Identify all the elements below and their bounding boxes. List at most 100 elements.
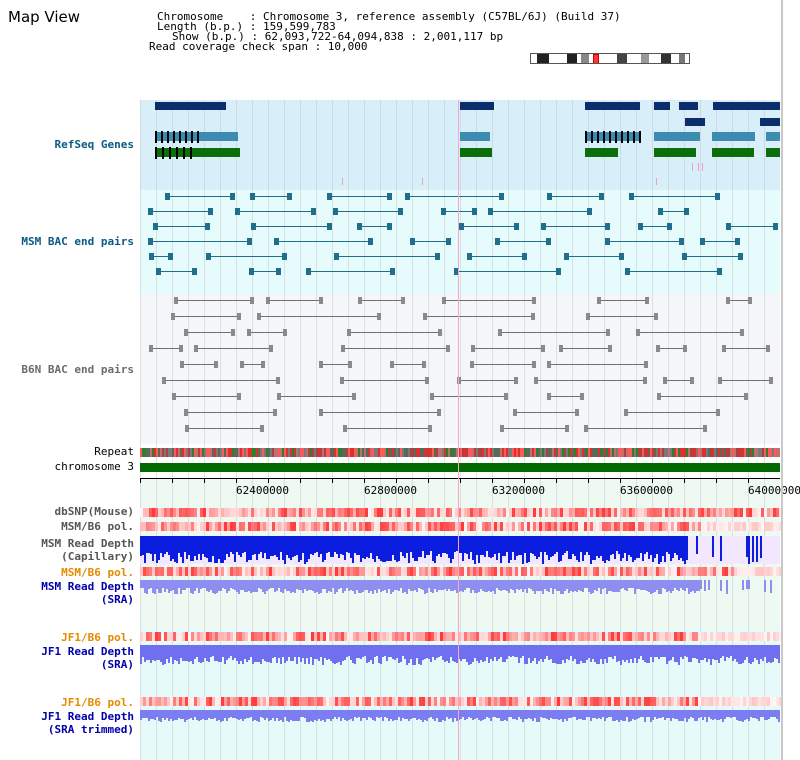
msm-bac-pair[interactable]	[487, 211, 593, 212]
b6n-bac-pair[interactable]	[179, 364, 219, 365]
jf1-b6-pol-track-2[interactable]	[140, 697, 782, 706]
gene-feature[interactable]	[760, 118, 780, 126]
b6n-bac-end[interactable]	[469, 361, 474, 368]
b6n-bac-end[interactable]	[532, 361, 537, 368]
msm-bac-end[interactable]	[467, 253, 473, 260]
msm-bac-end[interactable]	[618, 253, 624, 260]
chromosome-bar[interactable]	[140, 463, 780, 472]
b6n-bac-end[interactable]	[429, 393, 434, 400]
msm-bac-end[interactable]	[404, 193, 410, 200]
b6n-bac-end[interactable]	[512, 409, 517, 416]
b6n-bac-end[interactable]	[586, 313, 591, 320]
msm-bac-pair[interactable]	[454, 271, 562, 272]
gene-feature[interactable]	[654, 102, 670, 110]
b6n-bac-pair[interactable]	[533, 380, 647, 381]
b6n-bac-end[interactable]	[422, 361, 427, 368]
b6n-bac-pair[interactable]	[239, 364, 265, 365]
b6n-bac-pair[interactable]	[171, 316, 241, 317]
msm-bac-pair[interactable]	[726, 226, 779, 227]
b6n-bac-end[interactable]	[265, 297, 270, 304]
b6n-bac-end[interactable]	[273, 409, 278, 416]
b6n-bac-pair[interactable]	[339, 380, 429, 381]
b6n-bac-pair[interactable]	[717, 380, 773, 381]
label-b6n-bac[interactable]: B6N BAC end pairs	[21, 363, 134, 376]
gene-feature[interactable]	[460, 132, 490, 141]
b6n-bac-pair[interactable]	[497, 332, 610, 333]
b6n-bac-pair[interactable]	[422, 316, 536, 317]
msm-bac-pair[interactable]	[249, 271, 282, 272]
msm-bac-end[interactable]	[717, 268, 723, 275]
b6n-bac-end[interactable]	[194, 345, 199, 352]
b6n-bac-end[interactable]	[283, 329, 288, 336]
msm-bac-end[interactable]	[547, 193, 553, 200]
chromosome-ideogram[interactable]	[530, 53, 690, 64]
msm-bac-end[interactable]	[148, 238, 154, 245]
jf1-depth-trimmed-track[interactable]	[140, 710, 780, 722]
b6n-bac-end[interactable]	[531, 297, 536, 304]
b6n-bac-end[interactable]	[605, 329, 610, 336]
b6n-bac-end[interactable]	[690, 377, 695, 384]
b6n-bac-pair[interactable]	[256, 316, 381, 317]
gene-feature[interactable]	[585, 102, 640, 110]
msm-bac-end[interactable]	[250, 193, 256, 200]
gene-feature[interactable]	[712, 132, 755, 141]
msm-bac-pair[interactable]	[547, 196, 605, 197]
b6n-bac-end[interactable]	[183, 329, 188, 336]
b6n-bac-end[interactable]	[547, 393, 552, 400]
msm-bac-end[interactable]	[409, 238, 415, 245]
b6n-bac-pair[interactable]	[457, 380, 519, 381]
b6n-bac-pair[interactable]	[655, 348, 688, 349]
b6n-bac-end[interactable]	[376, 313, 381, 320]
msm-bac-pair[interactable]	[155, 271, 197, 272]
b6n-bac-end[interactable]	[236, 313, 241, 320]
dbsnp-track[interactable]	[140, 508, 782, 517]
b6n-bac-end[interactable]	[161, 377, 166, 384]
msm-bac-end[interactable]	[624, 268, 630, 275]
msm-bac-end[interactable]	[230, 193, 236, 200]
jf1-depth-sra-track[interactable]	[140, 645, 780, 665]
b6n-bac-pair[interactable]	[346, 332, 442, 333]
msm-bac-end[interactable]	[386, 223, 392, 230]
msm-bac-end[interactable]	[440, 208, 446, 215]
b6n-bac-end[interactable]	[715, 409, 720, 416]
gene-feature[interactable]	[155, 132, 238, 141]
b6n-bac-end[interactable]	[607, 345, 612, 352]
b6n-bac-end[interactable]	[503, 393, 508, 400]
b6n-bac-pair[interactable]	[172, 396, 241, 397]
gene-feature[interactable]	[685, 118, 705, 126]
msm-bac-end[interactable]	[205, 223, 211, 230]
msm-bac-end[interactable]	[541, 223, 547, 230]
msm-bac-end[interactable]	[658, 208, 664, 215]
msm-bac-pair[interactable]	[495, 241, 552, 242]
b6n-bac-end[interactable]	[645, 297, 650, 304]
b6n-bac-pair[interactable]	[584, 428, 707, 429]
gene-feature[interactable]	[460, 148, 492, 157]
b6n-bac-end[interactable]	[400, 297, 405, 304]
msm-bac-end[interactable]	[726, 223, 732, 230]
msm-bac-end[interactable]	[148, 208, 154, 215]
b6n-bac-end[interactable]	[662, 377, 667, 384]
b6n-bac-end[interactable]	[470, 345, 475, 352]
msm-bac-pair[interactable]	[699, 241, 740, 242]
b6n-bac-end[interactable]	[657, 393, 662, 400]
msm-bac-end[interactable]	[235, 208, 241, 215]
msm-bac-end[interactable]	[487, 208, 493, 215]
msm-bac-end[interactable]	[276, 268, 282, 275]
b6n-bac-end[interactable]	[427, 425, 432, 432]
b6n-bac-end[interactable]	[768, 377, 773, 384]
b6n-bac-end[interactable]	[277, 393, 282, 400]
b6n-bac-pair[interactable]	[546, 364, 648, 365]
msm-bac-pair[interactable]	[564, 256, 624, 257]
msm-bac-end[interactable]	[387, 193, 393, 200]
msm-bac-end[interactable]	[251, 223, 257, 230]
msm-bac-end[interactable]	[556, 268, 562, 275]
msm-depth-sra-track[interactable]	[140, 580, 780, 594]
msm-bac-end[interactable]	[434, 253, 440, 260]
b6n-bac-end[interactable]	[247, 329, 251, 336]
b6n-bac-end[interactable]	[531, 313, 536, 320]
msm-bac-pair[interactable]	[467, 256, 527, 257]
msm-bac-pair[interactable]	[629, 196, 720, 197]
b6n-bac-end[interactable]	[171, 313, 176, 320]
b6n-bac-end[interactable]	[540, 345, 545, 352]
msm-bac-pair[interactable]	[658, 211, 690, 212]
